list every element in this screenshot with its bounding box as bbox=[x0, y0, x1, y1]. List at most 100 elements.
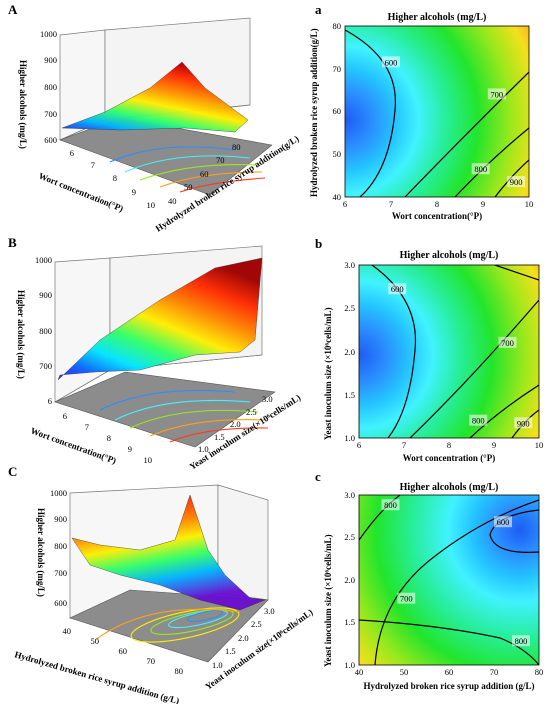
panel-C-z-ticks: 1000 900 800 700 600 bbox=[50, 488, 67, 608]
z-tick-label: 800 bbox=[44, 82, 57, 92]
x-tick-label: 8 bbox=[447, 440, 451, 450]
x-tick-label: 80 bbox=[535, 667, 544, 677]
x-axis-label: Wort concentration (°P) bbox=[403, 453, 496, 463]
contour-fill bbox=[359, 265, 539, 438]
y-tick-label: 50 bbox=[333, 149, 342, 159]
y-tick-label: 70 bbox=[333, 64, 342, 74]
z-tick-label: 800 bbox=[39, 326, 52, 336]
x-axis-label: Wort concentration(°P) bbox=[392, 211, 482, 221]
x-tick-label: 6 bbox=[63, 411, 67, 421]
panel-C-surface bbox=[71, 494, 266, 611]
x-axis-label: Hydrolyzed broken rice syrup addition (g… bbox=[364, 681, 535, 691]
x-tick-label: 9 bbox=[128, 444, 132, 454]
chart-title: Higher alcohols (mg/L) bbox=[400, 250, 499, 261]
contour-label-bg bbox=[397, 592, 416, 604]
contour-fill bbox=[345, 26, 529, 197]
contour-label-bg bbox=[514, 417, 533, 429]
contour-label-bg bbox=[388, 283, 407, 295]
x-tick-label: 9 bbox=[481, 199, 485, 209]
panel-letter-C: C bbox=[8, 464, 17, 479]
x-tick-label: 7 bbox=[389, 199, 393, 209]
x-tick-label: 7 bbox=[402, 440, 406, 450]
x-tick-label: 60 bbox=[445, 667, 454, 677]
contour-label-bg bbox=[494, 516, 512, 528]
x-tick-label: 8 bbox=[113, 173, 117, 183]
z-tick-label: 600 bbox=[44, 135, 57, 145]
z-tick-label: 800 bbox=[54, 541, 67, 551]
contour-label-bg bbox=[469, 414, 488, 426]
panel-letter-A: A bbox=[8, 2, 18, 17]
panel-b: b Higher alcohols (mg/L) 600 700 800 900 6 … bbox=[315, 236, 543, 463]
z-tick-label: 900 bbox=[39, 290, 52, 300]
z-axis-label: Higher alcohols (mg/L) bbox=[36, 508, 46, 597]
x-axis-label: Hydrolyzed broken rice syrup addition (g… bbox=[13, 649, 180, 704]
x-tick-label: 6 bbox=[343, 199, 347, 209]
x-tick-label: 10 bbox=[147, 200, 156, 210]
y-tick-label: 3.0 bbox=[344, 260, 355, 270]
x-axis-label: Wort concentration(°P) bbox=[29, 425, 117, 465]
x-tick-label: 80 bbox=[175, 666, 184, 676]
y-tick-label: 1.5 bbox=[225, 646, 236, 656]
y-tick-label: 1.0 bbox=[212, 660, 223, 670]
contour-label: 700 bbox=[490, 89, 503, 99]
contour-lines bbox=[359, 495, 539, 665]
x-tick-label: 10 bbox=[144, 455, 153, 465]
y-ticks: 1.0 1.5 2.0 2.5 3.0 bbox=[344, 490, 355, 670]
x-tick-label: 60 bbox=[119, 646, 128, 656]
y-tick-label: 2.0 bbox=[238, 633, 249, 643]
contour-lines bbox=[345, 29, 529, 197]
y-tick-label: 40 bbox=[168, 196, 177, 206]
panel-B-floor bbox=[54, 371, 276, 448]
contour-label: 900 bbox=[510, 177, 523, 187]
contour-label-bg bbox=[487, 88, 506, 100]
y-axis-label: Yeast inoculum size (×10⁶cells/mL) bbox=[323, 307, 333, 440]
z-tick-label: 900 bbox=[44, 55, 57, 65]
x-ticks: 40 50 60 70 80 bbox=[355, 667, 544, 677]
x-tick-label: 70 bbox=[147, 656, 156, 666]
y-tick-label: 1.0 bbox=[344, 660, 355, 670]
plot-frame bbox=[344, 25, 530, 198]
panel-C-floor bbox=[69, 589, 269, 663]
plot-frame bbox=[358, 494, 540, 666]
panel-A-y-ticks: 40 50 60 70 80 bbox=[168, 142, 241, 206]
panel-A-surface bbox=[61, 61, 249, 133]
x-tick-label: 7 bbox=[85, 422, 89, 432]
panel-A-x-ticks: 6 7 8 9 10 bbox=[70, 148, 155, 210]
panel-c: c Higher alcohols (mg/L) 800 600 700 800 40… bbox=[315, 469, 543, 691]
z-tick-label: 900 bbox=[54, 514, 67, 524]
x-tick-label: 40 bbox=[63, 626, 72, 636]
y-tick-label: 3.0 bbox=[262, 394, 273, 404]
panel-B-x-ticks: 6 7 8 9 10 bbox=[63, 411, 152, 465]
y-tick-label: 2.0 bbox=[344, 347, 355, 357]
contour-label-bg bbox=[382, 56, 400, 68]
y-tick-label: 1.0 bbox=[344, 433, 355, 443]
x-tick-label: 50 bbox=[400, 667, 409, 677]
contour-label: 700 bbox=[400, 594, 413, 604]
y-tick-label: 40 bbox=[333, 192, 342, 202]
contour-label: 900 bbox=[517, 418, 530, 428]
panel-letter-b: b bbox=[315, 236, 322, 251]
y-tick-label: 70 bbox=[216, 155, 225, 165]
y-ticks: 1.0 1.5 2.0 2.5 3.0 bbox=[344, 260, 355, 443]
y-tick-label: 1.5 bbox=[344, 617, 355, 627]
plot-frame bbox=[358, 264, 540, 439]
panel-A: A 1000 bbox=[8, 2, 301, 234]
x-tick-label: 6 bbox=[70, 148, 74, 158]
panel-letter-c: c bbox=[315, 469, 321, 484]
panel-C-x-ticks: 40 50 60 70 80 bbox=[63, 626, 184, 676]
contour-label-bg bbox=[471, 163, 490, 175]
z-tick-label: 6 bbox=[48, 396, 52, 406]
contour-labels: 800 600 700 800 bbox=[381, 499, 530, 647]
z-tick-label: 1000 bbox=[50, 488, 67, 498]
contour-label: 800 bbox=[515, 636, 528, 646]
x-tick-label: 9 bbox=[492, 440, 496, 450]
y-tick-label: 1.0 bbox=[198, 444, 209, 454]
y-tick-label: 3.0 bbox=[344, 490, 355, 500]
z-tick-label: 1000 bbox=[35, 255, 52, 265]
x-tick-label: 8 bbox=[435, 199, 439, 209]
contour-label-bg bbox=[507, 176, 526, 188]
z-tick-label: 700 bbox=[39, 361, 52, 371]
x-tick-label: 10 bbox=[525, 199, 534, 209]
y-tick-label: 1.5 bbox=[214, 432, 225, 442]
